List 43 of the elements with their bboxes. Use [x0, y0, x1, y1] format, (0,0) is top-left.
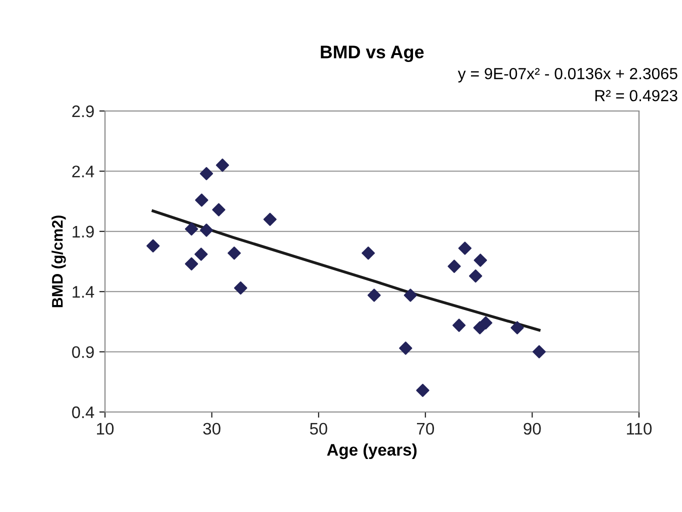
point: [416, 384, 430, 397]
point: [195, 194, 208, 207]
point: [228, 246, 241, 260]
y-tick-label: 1.4: [72, 286, 94, 298]
point: [194, 248, 208, 261]
point: [184, 222, 198, 236]
y-tick-label: 2.4: [72, 166, 94, 178]
point: [234, 281, 248, 295]
point: [263, 212, 277, 226]
text: y = 9E-07x² - 0.0136x + 2.3065: [458, 68, 678, 82]
x-tick-label: 70: [416, 422, 434, 435]
chart-title: BMD vs Age: [320, 46, 424, 62]
point: [479, 316, 492, 330]
point: [404, 288, 418, 302]
point: [469, 269, 482, 283]
point: [200, 167, 214, 180]
point: [452, 318, 466, 332]
y-tick-label: 0.9: [72, 346, 94, 358]
point: [362, 246, 375, 260]
point: [184, 257, 198, 270]
text: R² = 0.4923: [595, 90, 678, 102]
y-tick-label: 0.4: [72, 406, 94, 418]
y-axis-title: BMD (g/cm2): [52, 216, 66, 308]
x-tick-label: 50: [310, 422, 328, 435]
point: [510, 321, 524, 334]
x-tick-label: 10: [97, 422, 114, 435]
point: [212, 203, 226, 216]
point: [458, 242, 472, 255]
y-tick-label: 1.9: [72, 226, 94, 238]
y-tick-label: 2.9: [72, 105, 94, 118]
point: [532, 345, 546, 358]
point: [146, 239, 160, 252]
point: [200, 224, 214, 237]
line-series: [152, 210, 541, 332]
point: [368, 288, 381, 302]
point: [474, 254, 487, 267]
x-tick-label: 30: [203, 422, 220, 435]
point: [399, 342, 412, 355]
x-tick-label: 110: [626, 422, 652, 435]
point: [448, 260, 461, 273]
x-axis-title: Age (years): [327, 444, 417, 460]
x-tick-label: 90: [524, 422, 541, 435]
point: [216, 158, 230, 172]
